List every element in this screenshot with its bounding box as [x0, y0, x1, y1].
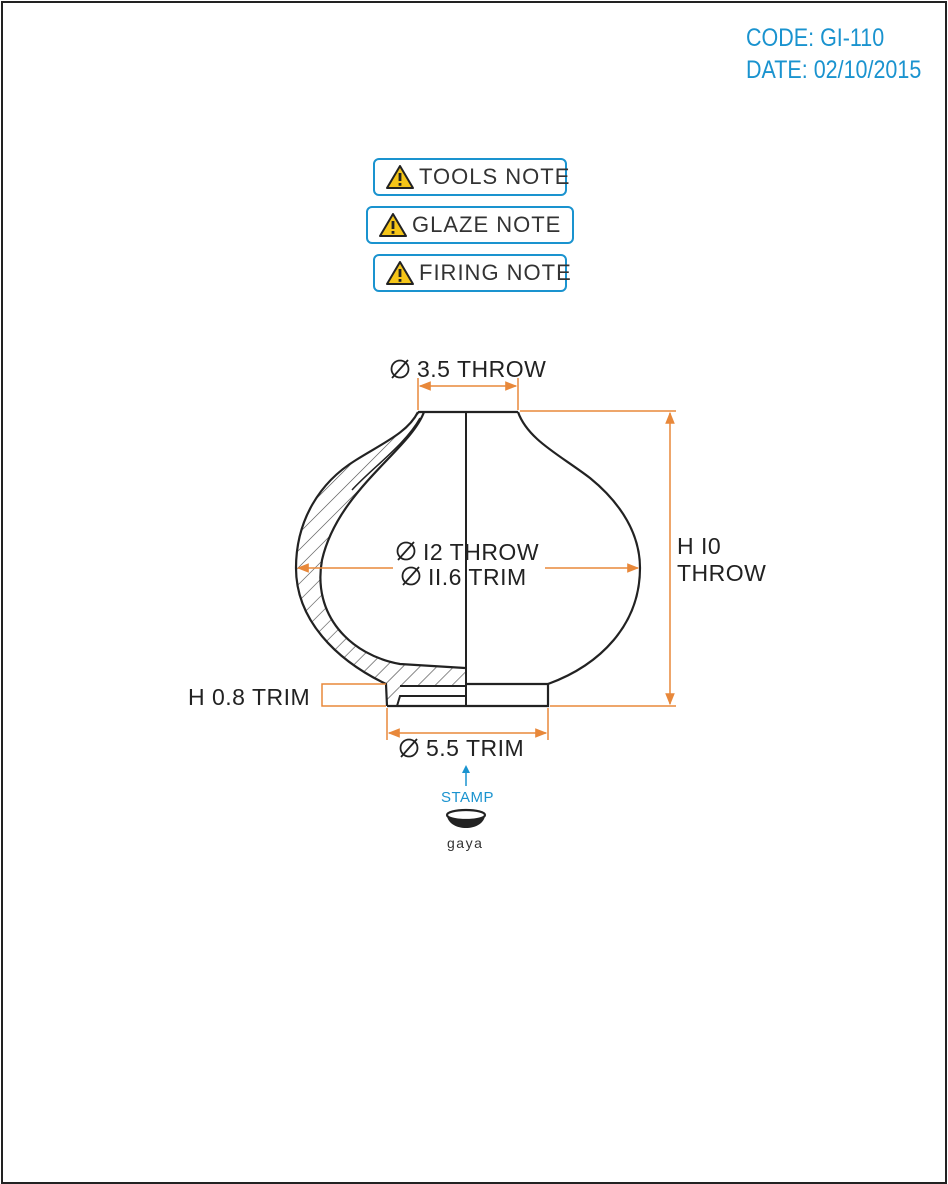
foot-diameter-label: 5.5 TRIM — [426, 735, 525, 761]
document-date: DATE: 02/10/2015 — [746, 56, 922, 84]
outer-profile-left — [294, 411, 419, 707]
glaze-note-button[interactable]: GLAZE NOTE — [366, 206, 574, 244]
foot-right — [387, 682, 550, 708]
diameter-symbol — [390, 359, 410, 379]
warning-icon — [386, 165, 414, 189]
diameter-symbol — [396, 541, 416, 561]
outer-profile-right — [516, 411, 642, 686]
firing-note-label: FIRING NOTE — [419, 260, 572, 285]
rim-detail — [351, 417, 421, 491]
height-label-line1: H I0 — [677, 533, 722, 559]
inner-profile-left — [319, 411, 466, 670]
document-meta: CODE: GI-110 DATE: 02/10/2015 — [746, 22, 921, 86]
gaya-logo — [445, 808, 487, 828]
foot-height-label: H 0.8 TRIM — [188, 684, 311, 710]
stamp-label: STAMP — [441, 789, 495, 806]
tools-note-button[interactable]: TOOLS NOTE — [373, 158, 571, 196]
brand-name: gaya — [447, 835, 484, 851]
diameter-symbol — [401, 566, 421, 586]
tools-note-label: TOOLS NOTE — [419, 164, 571, 189]
product-code: CODE: GI-110 — [746, 24, 885, 52]
max-diameter-trim-label: II.6 TRIM — [428, 564, 527, 590]
foot-height-dimension — [321, 683, 386, 707]
warning-icon — [386, 261, 414, 285]
warning-icon — [379, 213, 407, 237]
max-diameter-throw-label: I2 THROW — [423, 539, 540, 565]
diameter-symbol — [399, 738, 419, 758]
glaze-note-label: GLAZE NOTE — [412, 212, 562, 237]
top-opening-label: 3.5 THROW — [417, 356, 547, 382]
height-label-line2: THROW — [677, 560, 767, 586]
wall-section-hatch — [296, 412, 465, 706]
firing-note-button[interactable]: FIRING NOTE — [373, 254, 571, 292]
